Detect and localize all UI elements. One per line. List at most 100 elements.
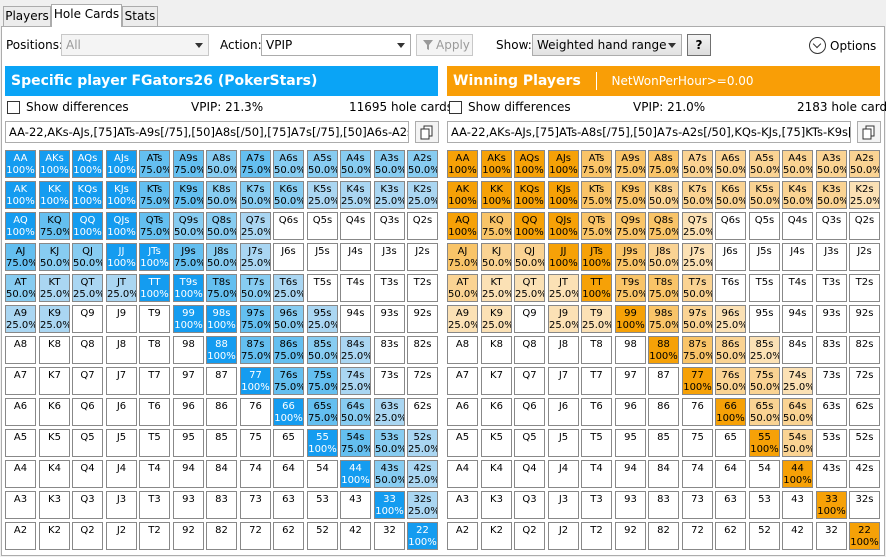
hand-cell[interactable]: 72	[682, 522, 713, 550]
hand-cell[interactable]: Q4	[72, 460, 103, 488]
hand-cell[interactable]: J7	[548, 367, 579, 395]
hand-cell[interactable]: 64	[715, 460, 746, 488]
hand-cell[interactable]: K9 25.0%	[39, 305, 70, 333]
hand-cell[interactable]: A7	[447, 367, 478, 395]
hand-cell[interactable]: Q7s 25.0%	[240, 212, 271, 240]
hand-cell[interactable]: KJs 100%	[106, 181, 137, 209]
hand-cell[interactable]: AKs 100%	[39, 150, 70, 178]
hand-cell[interactable]: J8s 50.0%	[206, 243, 237, 271]
hand-cell[interactable]: 62s	[849, 398, 880, 426]
hand-cell[interactable]: QT 25.0%	[514, 274, 545, 302]
hand-cell[interactable]: KK 100%	[39, 181, 70, 209]
hand-cell[interactable]: J3	[548, 491, 579, 519]
hand-cell[interactable]: 52s 25.0%	[407, 429, 438, 457]
options-button[interactable]: Options	[809, 35, 876, 57]
hand-cell[interactable]: 33 100%	[816, 491, 847, 519]
hand-cell[interactable]: 94	[173, 460, 204, 488]
hand-cell[interactable]: 64s 50.0%	[340, 398, 371, 426]
hand-cell[interactable]: 42s 25.0%	[407, 460, 438, 488]
hand-cell[interactable]: QJs 100%	[548, 212, 579, 240]
hand-cell[interactable]: 74	[240, 460, 271, 488]
hand-cell[interactable]: T8s 75.0%	[648, 274, 679, 302]
hand-cell[interactable]: 66 100%	[273, 398, 304, 426]
hand-cell[interactable]: 96s 25.0%	[715, 305, 746, 333]
hand-cell[interactable]: 43s 50.0%	[374, 460, 405, 488]
hand-cell[interactable]: 54s 75.0%	[340, 429, 371, 457]
hand-cell[interactable]: 96	[173, 398, 204, 426]
hand-cell[interactable]: 63s 25.0%	[374, 398, 405, 426]
hand-cell[interactable]: A7	[5, 367, 36, 395]
hand-cell[interactable]: 92	[615, 522, 646, 550]
hand-cell[interactable]: K7s 50.0%	[240, 181, 271, 209]
hand-cell[interactable]: A5s 50.0%	[307, 150, 338, 178]
hand-cell[interactable]: T5	[581, 429, 612, 457]
hand-cell[interactable]: 33 100%	[374, 491, 405, 519]
hand-cell[interactable]: K3	[481, 491, 512, 519]
hand-cell[interactable]: AJs 100%	[106, 150, 137, 178]
hand-cell[interactable]: QQ 100%	[72, 212, 103, 240]
hand-cell[interactable]: Q9s 50.0%	[173, 212, 204, 240]
hand-cell[interactable]: JJ 100%	[106, 243, 137, 271]
hand-cell[interactable]: K3s 25.0%	[374, 181, 405, 209]
hand-cell[interactable]: K8s 50.0%	[206, 181, 237, 209]
hand-cell[interactable]: K3s 50.0%	[816, 181, 847, 209]
hand-cell[interactable]: 86s 75.0%	[273, 336, 304, 364]
hand-cell[interactable]: T2s	[407, 274, 438, 302]
hand-cell[interactable]: J8	[106, 336, 137, 364]
hand-cell[interactable]: J7s 25.0%	[240, 243, 271, 271]
hand-cell[interactable]: J5	[548, 429, 579, 457]
hand-cell[interactable]: K5	[481, 429, 512, 457]
hand-cell[interactable]: Q6s	[273, 212, 304, 240]
hand-cell[interactable]: Q8	[72, 336, 103, 364]
hand-cell[interactable]: 65	[715, 429, 746, 457]
hand-cell[interactable]: J2	[548, 522, 579, 550]
hand-cell[interactable]: J7s 25.0%	[682, 243, 713, 271]
hand-cell[interactable]: 54	[749, 460, 780, 488]
hand-cell[interactable]: A7s 50.0%	[682, 150, 713, 178]
hand-cell[interactable]: 74	[682, 460, 713, 488]
hand-cell[interactable]: QTs 75.0%	[581, 212, 612, 240]
hand-cell[interactable]: QQ 100%	[514, 212, 545, 240]
hand-cell[interactable]: AK 100%	[447, 181, 478, 209]
hand-cell[interactable]: A2s 50.0%	[407, 150, 438, 178]
hand-cell[interactable]: 54	[307, 460, 338, 488]
hand-cell[interactable]: 76	[240, 398, 271, 426]
hand-cell[interactable]: T3s	[374, 274, 405, 302]
hand-cell[interactable]: 74s 25.0%	[782, 367, 813, 395]
hand-cell[interactable]: T4	[139, 460, 170, 488]
hand-cell[interactable]: J4s	[340, 243, 371, 271]
action-dropdown[interactable]: VPIP	[261, 34, 411, 56]
hand-cell[interactable]: J9s 75.0%	[173, 243, 204, 271]
hand-cell[interactable]: KTs 75.0%	[581, 181, 612, 209]
hand-cell[interactable]: A3s 50.0%	[374, 150, 405, 178]
hand-cell[interactable]: KT 25.0%	[39, 274, 70, 302]
hand-cell[interactable]: 44 100%	[340, 460, 371, 488]
hand-cell[interactable]: T8	[581, 336, 612, 364]
hand-cell[interactable]: 73s	[816, 367, 847, 395]
hand-cell[interactable]: KTs 75.0%	[139, 181, 170, 209]
hand-cell[interactable]: Q6s	[715, 212, 746, 240]
hand-cell[interactable]: Q7	[72, 367, 103, 395]
hand-cell[interactable]: A2s 50.0%	[849, 150, 880, 178]
right-show-differences-checkbox[interactable]	[449, 101, 462, 114]
hand-cell[interactable]: 42	[782, 522, 813, 550]
hand-cell[interactable]: Q8s 75.0%	[648, 212, 679, 240]
hand-cell[interactable]: 32s 25.0%	[407, 491, 438, 519]
hand-cell[interactable]: T7	[139, 367, 170, 395]
hand-cell[interactable]: 65s 50.0%	[749, 398, 780, 426]
left-show-differences-checkbox[interactable]	[7, 101, 20, 114]
hand-cell[interactable]: A9s 75.0%	[615, 150, 646, 178]
hand-cell[interactable]: T9s 75.0%	[615, 274, 646, 302]
hand-cell[interactable]: T6	[139, 398, 170, 426]
hand-cell[interactable]: T5s	[749, 274, 780, 302]
hand-cell[interactable]: J4s	[782, 243, 813, 271]
hand-cell[interactable]: 98s 100%	[206, 305, 237, 333]
hand-cell[interactable]: A8	[447, 336, 478, 364]
hand-cell[interactable]: 93s	[816, 305, 847, 333]
hand-cell[interactable]: K4s 25.0%	[340, 181, 371, 209]
hand-cell[interactable]: Q5s	[307, 212, 338, 240]
hand-cell[interactable]: 82s	[849, 336, 880, 364]
hand-cell[interactable]: 83s	[374, 336, 405, 364]
hand-cell[interactable]: 85	[206, 429, 237, 457]
hand-cell[interactable]: 86s 50.0%	[715, 336, 746, 364]
